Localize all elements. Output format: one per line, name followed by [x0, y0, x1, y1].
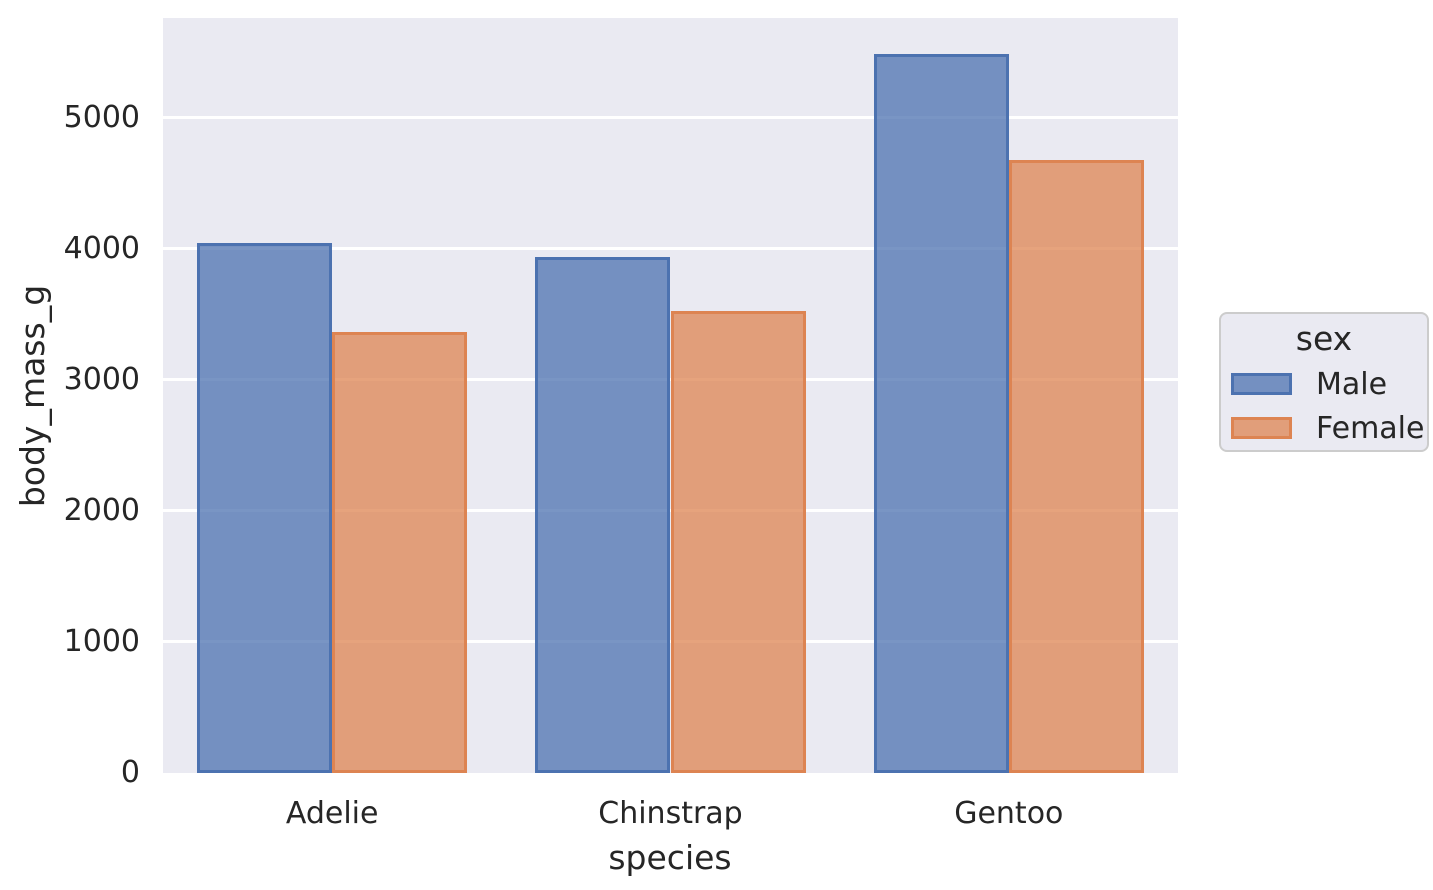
gridline-4000	[163, 247, 1178, 251]
legend-label-male: Male	[1316, 366, 1388, 402]
male-swatch-icon	[1231, 373, 1292, 395]
x-tick-label-adelie: Adelie	[285, 796, 379, 831]
female-swatch-icon	[1231, 417, 1292, 439]
x-tick-label-gentoo: Gentoo	[954, 796, 1064, 831]
y-tick-label-5000: 5000	[63, 99, 140, 135]
plot-area	[163, 18, 1178, 773]
x-tick-label-chinstrap: Chinstrap	[598, 796, 743, 831]
gridline-5000	[163, 116, 1178, 120]
legend-label-female: Female	[1316, 410, 1425, 446]
bar-adelie-female	[332, 331, 468, 773]
bar-adelie-male	[196, 243, 333, 773]
bar-chinstrap-female	[670, 310, 806, 773]
legend: sex Male Female	[1219, 312, 1429, 452]
legend-row-male: Male	[1231, 362, 1417, 406]
legend-row-female: Female	[1231, 406, 1424, 450]
legend-title: sex	[1295, 319, 1353, 358]
y-tick-label-4000: 4000	[63, 230, 140, 266]
x-axis-label: species	[608, 838, 732, 877]
bar-gentoo-female	[1008, 159, 1145, 773]
y-tick-label-2000: 2000	[63, 492, 140, 528]
bar-gentoo-male	[873, 54, 1009, 773]
y-tick-label-3000: 3000	[63, 361, 140, 397]
y-axis-label: body_mass_g	[13, 284, 52, 508]
y-tick-label-0: 0	[120, 755, 140, 790]
y-tick-label-1000: 1000	[63, 623, 140, 659]
bar-chinstrap-male	[535, 256, 671, 773]
